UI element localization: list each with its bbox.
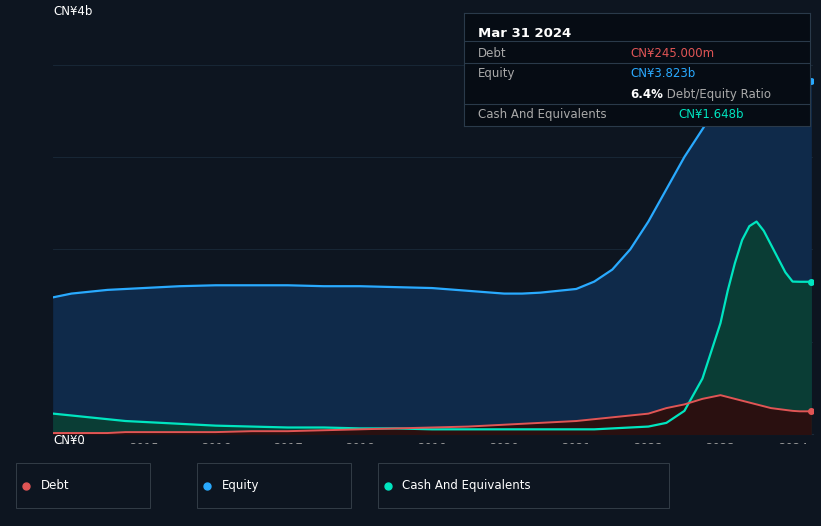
FancyBboxPatch shape (16, 463, 150, 508)
Text: CN¥4b: CN¥4b (53, 5, 93, 18)
Text: Mar 31 2024: Mar 31 2024 (478, 27, 571, 40)
Text: Cash And Equivalents: Cash And Equivalents (402, 479, 531, 492)
Text: Debt/Equity Ratio: Debt/Equity Ratio (663, 88, 771, 101)
Text: Cash And Equivalents: Cash And Equivalents (478, 108, 607, 121)
FancyBboxPatch shape (197, 463, 351, 508)
Text: CN¥0: CN¥0 (53, 434, 85, 447)
Text: Debt: Debt (41, 479, 70, 492)
FancyBboxPatch shape (378, 463, 669, 508)
Text: CN¥1.648b: CN¥1.648b (679, 108, 744, 121)
Text: Debt: Debt (478, 47, 507, 60)
Text: Equity: Equity (222, 479, 259, 492)
Text: Equity: Equity (478, 67, 516, 80)
Text: CN¥245.000m: CN¥245.000m (631, 47, 714, 60)
Text: CN¥3.823b: CN¥3.823b (631, 67, 695, 80)
Text: 6.4%: 6.4% (631, 88, 663, 101)
